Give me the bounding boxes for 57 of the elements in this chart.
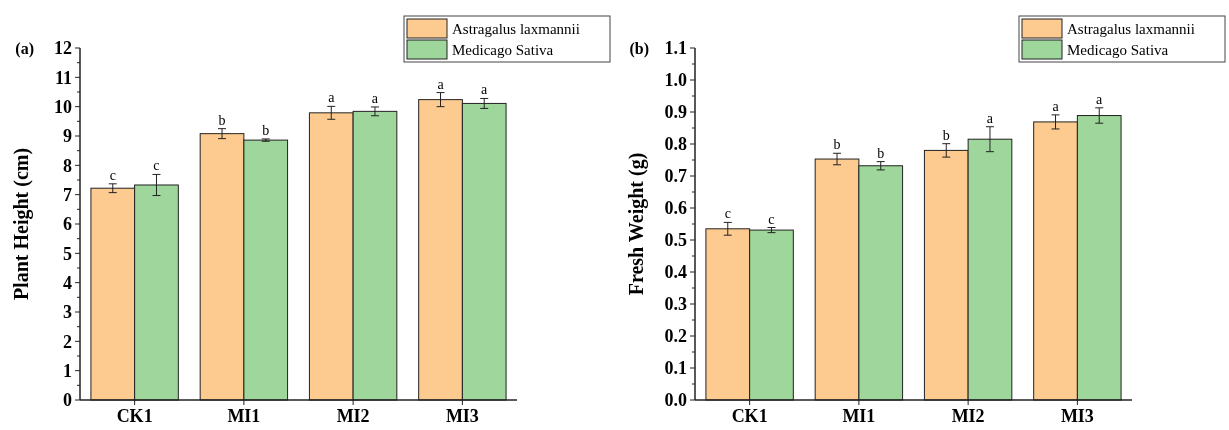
data-label: b (262, 122, 270, 138)
y-tick-label: 9 (63, 126, 72, 147)
x-tick-label: MI2 (336, 406, 370, 426)
y-tick-label: 0.0 (664, 390, 687, 411)
data-label: a (1096, 91, 1104, 107)
y-tick-label: 5 (63, 243, 72, 264)
data-label: c (153, 158, 160, 174)
data-label: b (877, 145, 885, 161)
legend-label: Astragalus laxmannii (1067, 21, 1195, 38)
x-tick-label: MI3 (445, 406, 479, 426)
y-tick-label: 8 (63, 155, 72, 176)
y-tick-label: 1.1 (664, 38, 687, 59)
chart-title: (a) (15, 40, 34, 58)
data-label: a (481, 82, 489, 98)
x-tick-label: MI3 (1060, 406, 1094, 426)
legend-label: Medicago Sativa (452, 42, 554, 59)
data-label: a (328, 90, 336, 106)
y-tick-label: 11 (54, 67, 72, 88)
data-label: b (833, 137, 841, 153)
data-label: c (768, 211, 775, 227)
y-tick-label: 0.4 (664, 262, 687, 283)
y-tick-label: 0.2 (664, 326, 687, 347)
y-tick-label: 0 (63, 390, 72, 411)
data-label: b (218, 112, 226, 128)
y-tick-label: 1.0 (664, 70, 687, 91)
y-tick-label: 0.9 (664, 102, 687, 123)
data-label: a (986, 110, 994, 126)
data-label: c (724, 206, 731, 222)
y-tick-label: 0.5 (664, 230, 687, 251)
y-tick-label: 0.7 (664, 166, 687, 187)
y-tick-label: 7 (63, 184, 72, 205)
data-label: c (109, 167, 116, 183)
y-tick-label: 0.6 (664, 198, 687, 219)
data-label: a (437, 76, 445, 92)
y-tick-label: 1 (63, 360, 72, 381)
y-axis-title: Fresh Weight (g) (625, 152, 648, 296)
y-axis-title: Plant Height (cm) (10, 147, 33, 301)
y-tick-label: 0.3 (664, 294, 687, 315)
legend-label: Astragalus laxmannii (452, 21, 580, 38)
legend-label: Medicago Sativa (1067, 42, 1169, 59)
data-label: a (371, 90, 379, 106)
y-tick-label: 0.8 (664, 134, 687, 155)
x-tick-label: MI2 (951, 406, 985, 426)
data-label: a (1052, 98, 1060, 114)
y-tick-label: 4 (63, 272, 72, 293)
y-tick-label: 3 (63, 302, 72, 323)
data-label: b (942, 127, 950, 143)
y-tick-label: 12 (54, 38, 72, 59)
x-tick-label: CK1 (116, 406, 153, 426)
y-tick-label: 10 (54, 96, 72, 117)
y-tick-label: 6 (63, 214, 72, 235)
x-tick-label: MI1 (227, 406, 261, 426)
y-tick-label: 2 (63, 331, 72, 352)
x-tick-label: MI1 (842, 406, 876, 426)
y-tick-label: 0.1 (664, 358, 687, 379)
x-tick-label: CK1 (731, 406, 768, 426)
chart-title: (b) (629, 40, 649, 58)
